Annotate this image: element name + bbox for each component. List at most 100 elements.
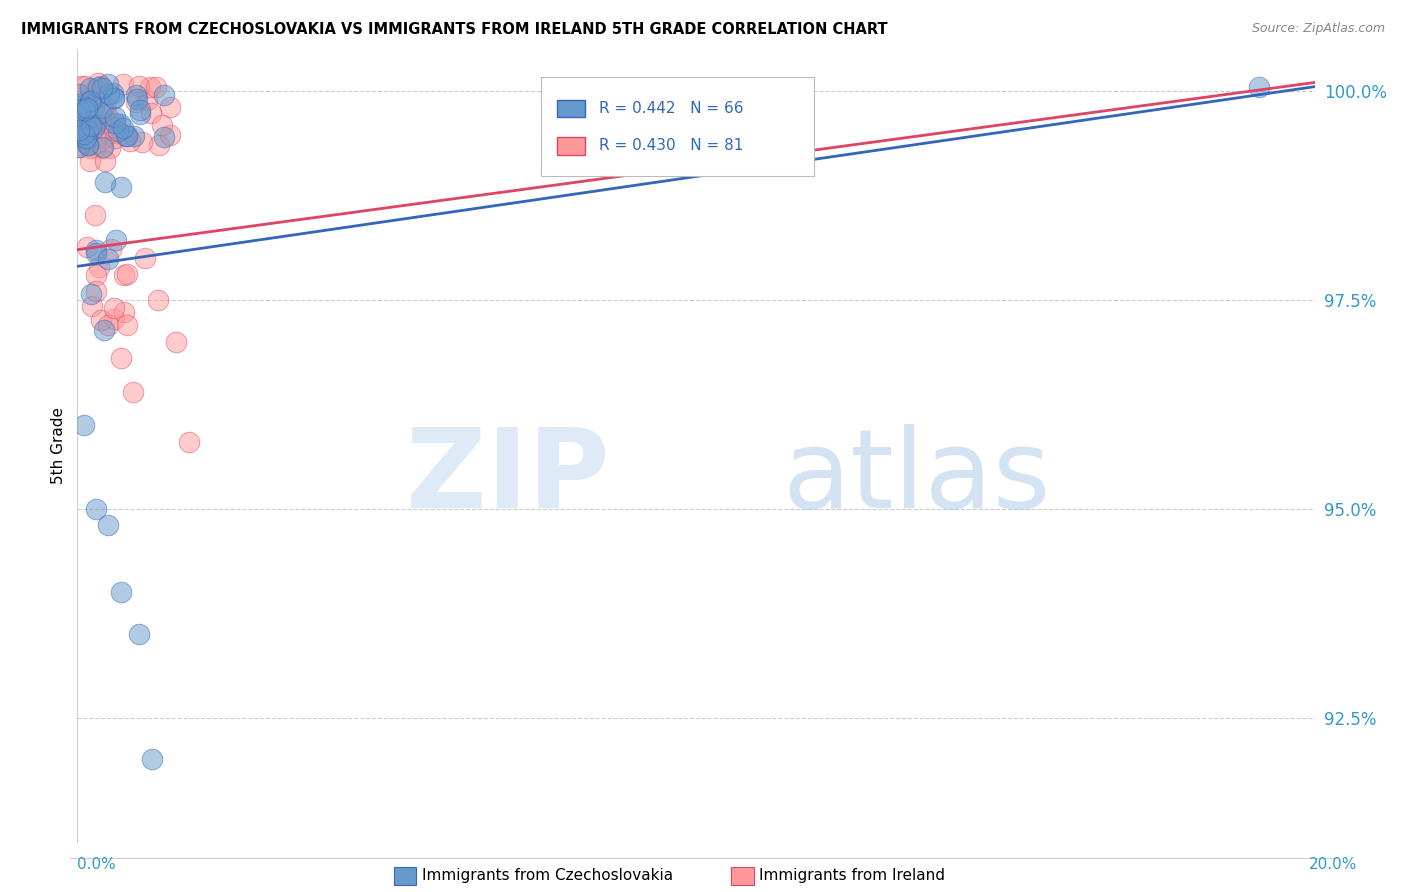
Point [89, 128, 111, 142]
Text: Source: ZipAtlas.com: Source: ZipAtlas.com [1251, 22, 1385, 36]
Point [96, 108, 118, 122]
Point [73, 128, 96, 142]
Point [111, 77, 134, 91]
Point [103, 91, 125, 105]
Bar [557, 137, 585, 154]
Point [79, 154, 101, 169]
Point [90, 117, 112, 131]
Point [159, 128, 181, 143]
Point [75, 133, 97, 147]
Point [67, 104, 90, 119]
Point [104, 116, 127, 130]
Point [98, 115, 121, 129]
Point [103, 301, 125, 315]
Point [122, 384, 145, 399]
Point [90, 78, 112, 93]
Point [97, 252, 120, 267]
Point [82, 299, 104, 313]
Point [84, 268, 107, 282]
Point [103, 312, 125, 326]
Point [117, 129, 139, 144]
Point [83, 120, 105, 135]
Point [83, 94, 105, 108]
Point [153, 129, 176, 144]
Point [67, 125, 90, 139]
Point [159, 100, 181, 114]
Point [97, 518, 120, 533]
Point [98, 87, 121, 101]
Point [125, 95, 148, 110]
Point [84, 117, 107, 131]
Point [77, 123, 100, 137]
Point [115, 318, 138, 332]
Point [90, 313, 112, 327]
Point [125, 87, 148, 102]
Point [94, 176, 117, 190]
Point [67, 131, 90, 145]
Point [67, 123, 90, 137]
Point [112, 268, 135, 282]
Point [73, 124, 96, 138]
Point [150, 118, 173, 132]
Text: ZIP: ZIP [406, 425, 609, 532]
Point [1247, 79, 1270, 94]
Point [73, 79, 96, 94]
Point [93, 130, 115, 145]
Point [75, 131, 97, 145]
Point [165, 334, 187, 349]
Y-axis label: 5th Grade: 5th Grade [51, 408, 66, 484]
Point [141, 752, 163, 766]
Point [105, 125, 128, 139]
Point [87, 76, 110, 90]
Point [97, 77, 120, 91]
Point [148, 138, 170, 153]
Point [77, 138, 100, 153]
Point [87, 260, 110, 275]
Point [98, 141, 121, 155]
Point [84, 208, 107, 222]
Point [83, 140, 105, 154]
Point [115, 268, 138, 282]
Point [84, 246, 107, 260]
Point [75, 120, 97, 134]
Point [69, 97, 91, 112]
Point [145, 80, 167, 95]
Point [84, 501, 107, 516]
Point [112, 121, 135, 136]
Point [67, 87, 90, 101]
Point [103, 91, 125, 105]
Point [72, 418, 94, 433]
Point [75, 132, 97, 146]
Point [105, 127, 128, 141]
Point [146, 293, 169, 307]
Point [134, 251, 156, 265]
Point [69, 101, 91, 115]
Point [136, 93, 159, 107]
Point [153, 88, 176, 103]
Point [69, 120, 91, 134]
Point [125, 92, 148, 106]
Point [86, 79, 108, 94]
Point [67, 114, 90, 128]
Point [94, 101, 117, 115]
Point [110, 351, 132, 366]
Point [93, 323, 115, 337]
Point [82, 120, 104, 134]
Point [105, 233, 128, 247]
Point [177, 434, 200, 449]
FancyBboxPatch shape [541, 77, 814, 176]
Point [100, 242, 122, 256]
Point [115, 128, 138, 143]
Point [90, 106, 112, 120]
Point [103, 125, 125, 139]
Point [118, 135, 141, 149]
Point [70, 79, 93, 94]
Point [76, 101, 98, 115]
Point [131, 135, 153, 149]
Point [139, 106, 162, 120]
Point [72, 99, 94, 113]
Point [77, 94, 100, 108]
Point [80, 286, 103, 301]
Point [84, 285, 107, 299]
Point [84, 243, 107, 257]
